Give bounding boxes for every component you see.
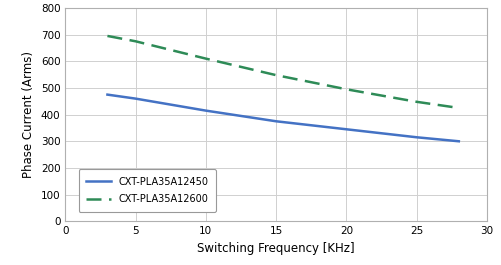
CXT-PLA35A12600 — [413, 100, 419, 103]
X-axis label: Switching Frequency [KHz]: Switching Frequency [KHz] — [197, 242, 354, 255]
CXT-PLA35A12450 — [202, 109, 208, 112]
CXT-PLA35A12600 — [273, 74, 279, 77]
Y-axis label: Phase Current (Arms): Phase Current (Arms) — [22, 51, 35, 178]
Line: CXT-PLA35A12450: CXT-PLA35A12450 — [107, 95, 458, 141]
CXT-PLA35A12600 — [202, 57, 208, 60]
CXT-PLA35A12450 — [455, 140, 461, 143]
CXT-PLA35A12600 — [343, 88, 349, 91]
CXT-PLA35A12450 — [413, 136, 419, 139]
CXT-PLA35A12450 — [132, 97, 138, 100]
CXT-PLA35A12600 — [132, 40, 138, 43]
CXT-PLA35A12600 — [455, 106, 461, 109]
CXT-PLA35A12450 — [273, 120, 279, 123]
Line: CXT-PLA35A12600: CXT-PLA35A12600 — [107, 36, 458, 108]
CXT-PLA35A12450 — [104, 93, 110, 96]
CXT-PLA35A12600 — [104, 34, 110, 38]
Legend: CXT-PLA35A12450, CXT-PLA35A12600: CXT-PLA35A12450, CXT-PLA35A12600 — [78, 169, 216, 212]
CXT-PLA35A12450 — [343, 128, 349, 131]
